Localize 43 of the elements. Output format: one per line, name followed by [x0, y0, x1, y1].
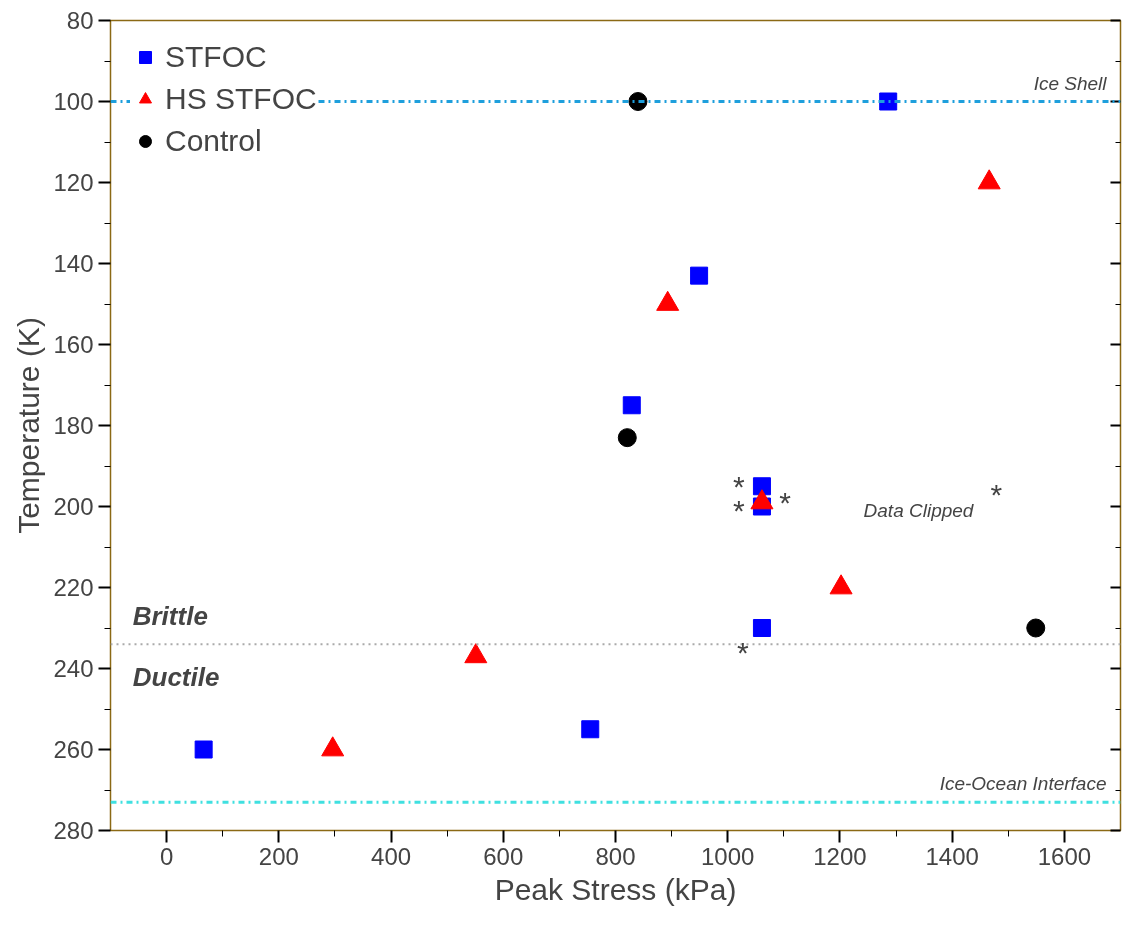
point	[194, 740, 213, 759]
y-tick-label: 240	[53, 655, 94, 682]
annotation: *	[736, 635, 749, 669]
y-tick-label: 100	[53, 88, 94, 115]
point	[752, 477, 771, 496]
legend-label: HS STFOC	[165, 82, 317, 116]
x-tick-label: 400	[371, 842, 412, 870]
point	[690, 266, 709, 285]
annotation: Data Clipped	[863, 500, 975, 522]
annotation: *	[732, 494, 745, 528]
ref-line-label: Ice Shell	[1033, 72, 1108, 94]
x-tick-label: 1400	[925, 842, 979, 870]
legend-label: STFOC	[165, 40, 267, 74]
point	[879, 92, 898, 111]
y-axis-title: Temperature (K)	[12, 317, 46, 534]
y-tick-label: 120	[53, 169, 94, 196]
point	[1026, 618, 1046, 638]
x-tick-label: 0	[159, 842, 174, 870]
point	[622, 396, 641, 415]
y-tick-label: 160	[53, 331, 94, 358]
x-tick-label: 1000	[701, 842, 755, 870]
annotation: *	[779, 485, 792, 519]
x-tick-label: 200	[258, 842, 299, 870]
annotation: Brittle	[132, 600, 208, 631]
ref-line-label: Ice-Ocean Interface	[939, 773, 1107, 795]
x-tick-label: 600	[483, 842, 524, 870]
annotation: *	[990, 477, 1003, 511]
x-tick-label: 800	[595, 842, 636, 870]
y-tick-label: 220	[53, 574, 94, 601]
x-tick-label: 1600	[1037, 842, 1092, 870]
y-tick-label: 260	[53, 736, 94, 763]
point	[617, 428, 637, 448]
legend-label: Control	[165, 124, 262, 158]
y-tick-label: 180	[53, 412, 94, 439]
annotation: Ductile	[132, 661, 220, 692]
y-tick-label: 80	[66, 7, 94, 34]
y-tick-label: 280	[53, 817, 94, 844]
x-tick-label: 1200	[813, 842, 867, 870]
y-tick-label: 200	[53, 493, 94, 520]
point	[752, 619, 771, 637]
x-axis-title: Peak Stress (kPa)	[494, 872, 737, 906]
y-tick-label: 140	[53, 250, 94, 277]
point	[581, 720, 600, 739]
